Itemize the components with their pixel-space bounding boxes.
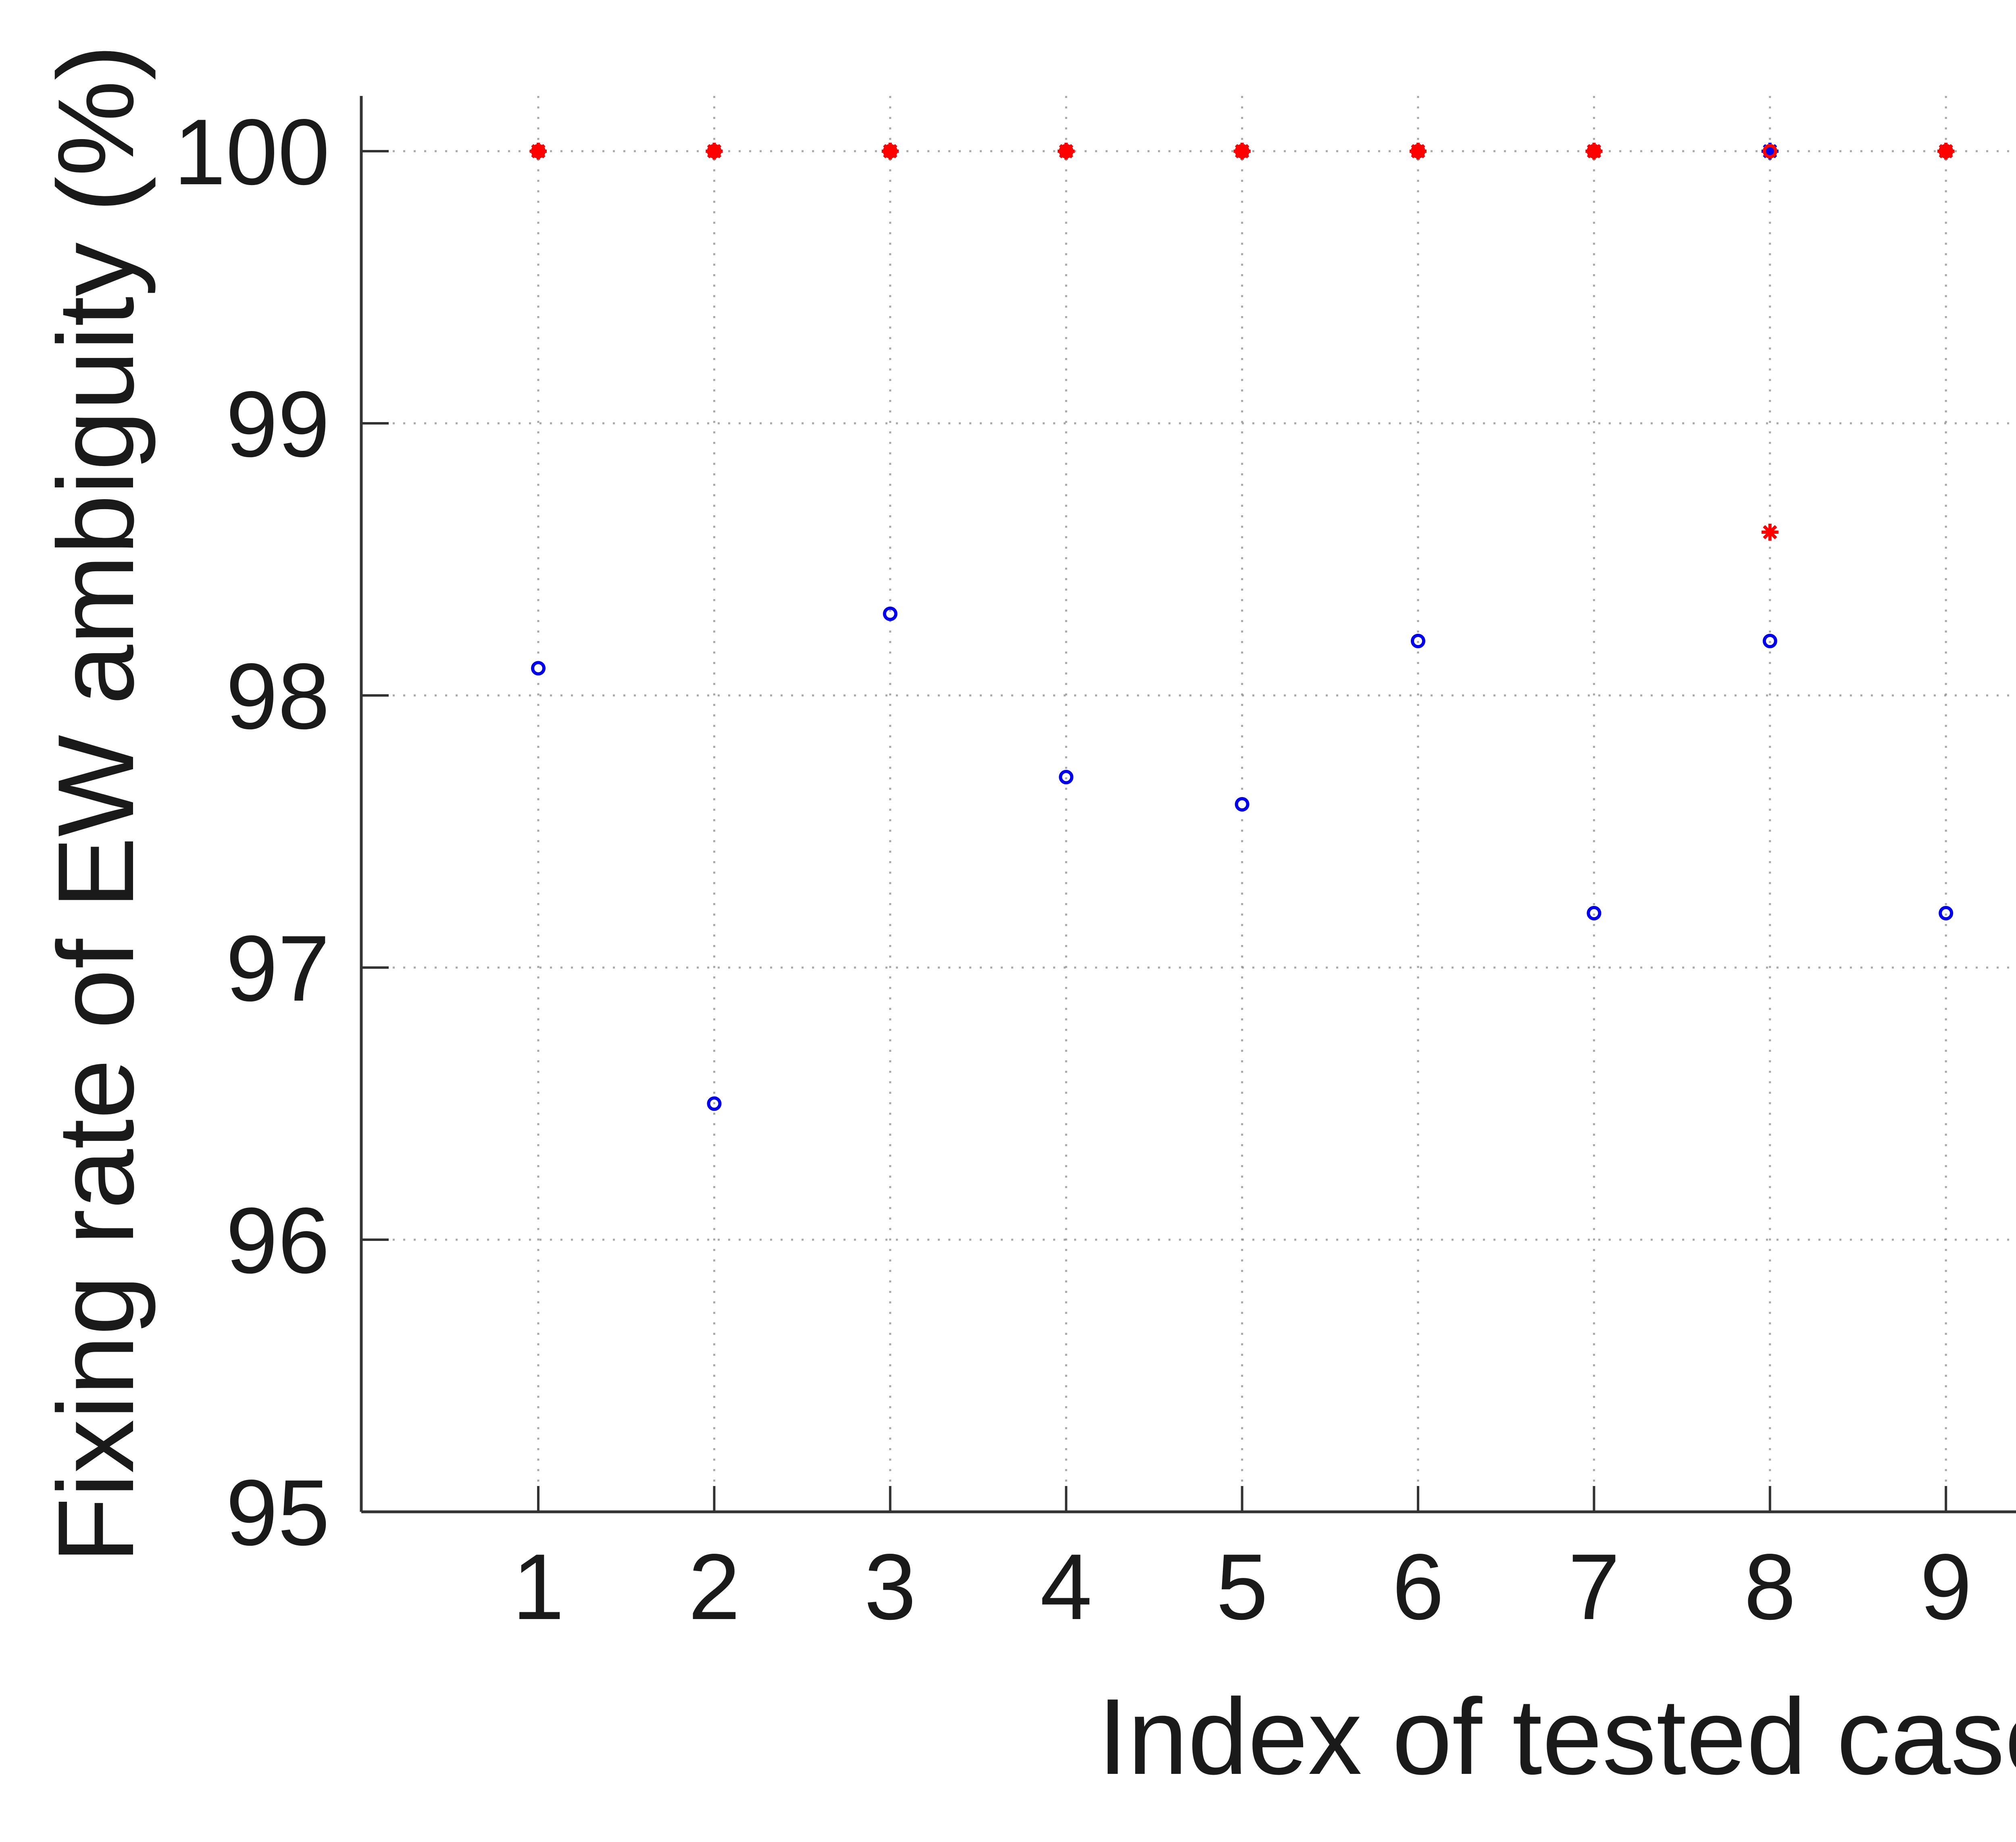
y-tick-label: 96 [226, 1188, 330, 1293]
marker-c56-brux-redu-day-3 [883, 606, 898, 621]
x-tick-label: 6 [1392, 1535, 1444, 1639]
y-axis-title: Fixing rate of EW ambiguity (%) [35, 44, 157, 1563]
marker-c12-baut-leij-day-9 [1937, 143, 1955, 160]
marker-c56-brux-redu-day-4 [1059, 770, 1074, 785]
asterisk-spoke [1763, 525, 1777, 539]
x-axis-title: Index of tested case day [1098, 1676, 2016, 1798]
marker-c56-brux-redu-day-8 [1762, 634, 1777, 648]
marker-c12-baut-leij-day-6 [1410, 143, 1427, 160]
marker-c56-brux-redu-day-5 [1235, 797, 1250, 812]
marker-c12-baut-leij-day-3 [881, 143, 899, 160]
tick-marks [361, 150, 1947, 1513]
asterisk-spoke [1587, 144, 1602, 158]
y-tick-label: 95 [226, 1461, 330, 1565]
y-tick-label: 99 [226, 372, 330, 477]
y-tick-labels: 100 99 98 97 96 95 [174, 100, 330, 1565]
asterisk-spoke [1411, 144, 1425, 158]
x-tick-label: 7 [1568, 1535, 1620, 1639]
x-tick-label: 2 [688, 1535, 740, 1639]
series-c12-baut-leij [530, 143, 1955, 541]
asterisk-spoke [707, 144, 722, 158]
series-c56-brux-redu [531, 606, 1954, 1111]
marker-c12-baut-leij-day-4 [1058, 143, 1075, 160]
marker-c12-baut-leij-day-1 [530, 143, 547, 160]
y-tick-label: 100 [174, 100, 330, 204]
marker-c56-brux-redu-day-9 [1939, 906, 1954, 920]
marker-c12-baut-leij-day-2 [706, 143, 723, 160]
plot-area [361, 96, 2016, 1512]
asterisk-spoke [883, 144, 898, 158]
x-tick-labels: 123456789101112131415 [512, 1535, 1972, 1639]
marker-c56-brux-redu-day-1 [531, 661, 546, 676]
asterisk-spoke [531, 144, 546, 158]
asterisk-spoke [1059, 144, 1073, 158]
marker-c56-brux-redu-day-7 [1587, 906, 1602, 920]
y-tick-label: 98 [226, 644, 330, 749]
data-markers [530, 143, 1955, 1111]
x-tick-label: 5 [1216, 1535, 1268, 1639]
marker-c56-brux-redu-day-2 [707, 1096, 722, 1111]
x-tick-label: 4 [1040, 1535, 1092, 1639]
x-tick-label: 3 [864, 1535, 916, 1639]
marker-c12-baut-leij-day-8 [1761, 524, 1779, 541]
marker-c12-baut-leij-day-7 [1585, 143, 1603, 160]
axes-lines [360, 96, 2016, 1513]
asterisk-spoke [1235, 144, 1250, 158]
y-tick-label: 97 [226, 916, 330, 1021]
x-tick-label: 8 [1744, 1535, 1796, 1639]
x-tick-label: 9 [1920, 1535, 1972, 1639]
x-tick-label: 1 [512, 1535, 564, 1639]
marker-c12-baut-leij-day-5 [1233, 143, 1251, 160]
asterisk-spoke [1939, 144, 1953, 158]
marker-c56-baut-leij-day-8 [1762, 144, 1777, 158]
marker-c56-brux-redu-day-6 [1411, 634, 1425, 648]
